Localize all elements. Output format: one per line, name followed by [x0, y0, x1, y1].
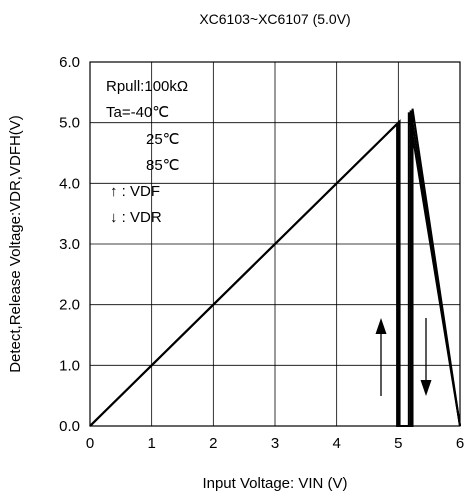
y-axis-title: Detect,Release Voltage:VDR,VDFH(V) — [7, 115, 24, 373]
y-tick-label: 3.0 — [59, 236, 80, 253]
plot-frame — [89, 61, 461, 427]
down-arrow-head — [420, 380, 432, 396]
x-tick-label: 5 — [394, 435, 402, 452]
annotation-ta-40: Ta=-40℃ — [106, 104, 169, 121]
x-axis-title: Input Voltage: VIN (V) — [202, 475, 347, 492]
x-tick-label: 1 — [147, 435, 155, 452]
annotation-ta-85: 85℃ — [146, 157, 180, 174]
y-tick-label: 1.0 — [59, 357, 80, 374]
series-layer — [89, 108, 461, 427]
direction-arrows — [375, 318, 432, 396]
annotation-rpull: Rpull:100kΩ — [106, 78, 188, 95]
y-tick-label: 5.0 — [59, 115, 80, 132]
annotation-vdr: ↓ : VDR — [110, 209, 162, 226]
legend-annotations: Rpull:100kΩ Ta=-40℃ 25℃ 85℃ ↑ : VDF ↓ : … — [106, 78, 188, 226]
series-line-3 — [89, 108, 461, 427]
x-tick-label: 6 — [456, 435, 464, 452]
x-tick-label: 0 — [86, 435, 94, 452]
y-tick-label: 6.0 — [59, 54, 80, 71]
x-tick-label: 4 — [332, 435, 340, 452]
annotation-ta-25: 25℃ — [146, 131, 180, 148]
y-tick-label: 0.0 — [59, 418, 80, 435]
annotation-vdf: ↑ : VDF — [110, 183, 160, 200]
x-tick-label: 3 — [271, 435, 279, 452]
y-tick-label: 2.0 — [59, 297, 80, 314]
up-arrow-head — [375, 318, 387, 334]
y-tick-label: 4.0 — [59, 175, 80, 192]
x-tick-label: 2 — [209, 435, 217, 452]
tick-labels: 0 1 2 3 4 5 6 0.0 1.0 2.0 3.0 4.0 5.0 6.0 — [59, 54, 464, 452]
chart-title: XC6103~XC6107 (5.0V) — [199, 11, 350, 27]
